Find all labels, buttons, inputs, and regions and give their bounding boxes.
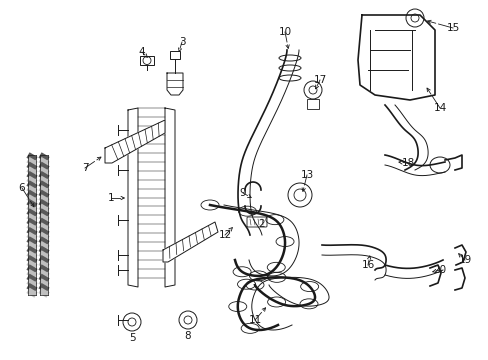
Text: 4: 4 [139,47,145,57]
Bar [170,51,180,59]
Text: 14: 14 [432,103,446,113]
Polygon shape [357,15,434,100]
Text: 5: 5 [128,333,135,343]
Text: 6: 6 [19,183,25,193]
Polygon shape [163,222,218,262]
Text: 11: 11 [248,315,261,325]
Text: 12: 12 [218,230,231,240]
Bar [306,99,318,109]
Text: 3: 3 [178,37,185,47]
Text: 13: 13 [300,170,313,180]
Text: 15: 15 [446,23,459,33]
Text: 17: 17 [313,75,326,85]
Text: 7: 7 [81,163,88,173]
Bar [140,56,154,65]
Text: 16: 16 [361,260,374,270]
Text: 1: 1 [107,193,114,203]
Text: 8: 8 [184,331,191,341]
Text: 18: 18 [401,158,414,168]
Text: 20: 20 [432,265,446,275]
Text: 2: 2 [258,219,265,229]
Text: 19: 19 [457,255,470,265]
Text: 10: 10 [278,27,291,37]
Polygon shape [105,120,164,163]
Text: 9: 9 [239,188,246,198]
